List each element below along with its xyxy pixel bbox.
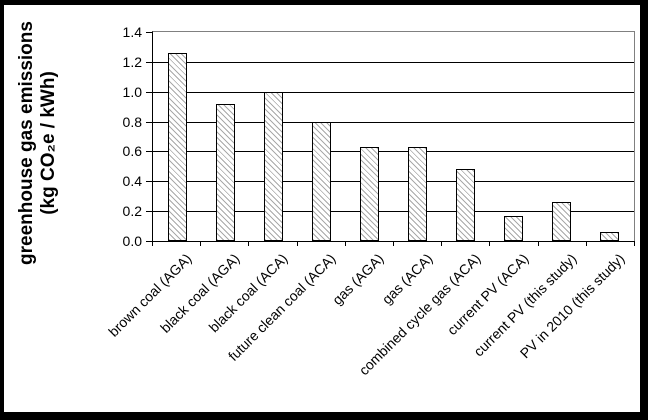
x-axis-tick-3 <box>297 241 298 246</box>
x-axis-tick-4 <box>345 241 346 246</box>
x-axis-tick-5 <box>393 241 394 246</box>
x-axis-tick-1 <box>200 241 201 246</box>
y-axis-tick-0.0 <box>146 241 152 242</box>
y-axis-tick-label-0.0: 0.0 <box>122 233 142 249</box>
x-axis-tick-9 <box>586 241 587 246</box>
bar-gas-aga <box>360 147 379 241</box>
y-axis-title: greenhouse gas emissions (kg CO₂e / kWh) <box>16 5 60 288</box>
gridline-1.0 <box>153 92 634 93</box>
x-axis-tick-0 <box>152 241 153 246</box>
y-axis-tick-label-0.4: 0.4 <box>122 173 142 189</box>
bar-current-pv-aca <box>504 216 523 241</box>
gridline-0.8 <box>153 122 634 123</box>
y-axis-tick-0.2 <box>146 211 152 212</box>
y-axis-tick-1.0 <box>146 92 152 93</box>
x-axis-tick-2 <box>248 241 249 246</box>
gridline-0.6 <box>153 151 634 152</box>
x-axis-tick-7 <box>489 241 490 246</box>
gridline-0.2 <box>153 211 634 212</box>
x-axis-tick-8 <box>538 241 539 246</box>
gridline-0.4 <box>153 181 634 182</box>
y-axis-tick-label-0.6: 0.6 <box>122 143 142 159</box>
x-axis-tick-6 <box>441 241 442 246</box>
bar-future-clean-coal-aca <box>312 122 331 241</box>
x-axis-tick-10 <box>634 241 635 246</box>
y-axis-tick-label-0.2: 0.2 <box>122 203 142 219</box>
y-axis-title-line1: greenhouse gas emissions <box>16 21 37 265</box>
chart-stage: greenhouse gas emissions (kg CO₂e / kWh)… <box>4 5 640 412</box>
gridline-1.2 <box>153 62 634 63</box>
plot-area <box>152 31 635 242</box>
bar-black-coal-aga <box>216 104 235 241</box>
y-axis-tick-label-1.4: 1.4 <box>122 24 142 40</box>
bar-gas-aca <box>408 147 427 241</box>
y-axis-tick-0.8 <box>146 122 152 123</box>
y-axis-tick-1.4 <box>146 32 152 33</box>
bar-combined-cycle-gas-aca <box>456 169 475 241</box>
y-axis-tick-label-1.0: 1.0 <box>122 84 142 100</box>
bar-current-pv-this-study <box>552 202 571 241</box>
y-axis-tick-1.2 <box>146 62 152 63</box>
y-axis-tick-0.6 <box>146 151 152 152</box>
y-axis-tick-label-0.8: 0.8 <box>122 114 142 130</box>
bar-black-coal-aca <box>264 92 283 241</box>
bar-brown-coal-aga <box>168 53 187 241</box>
y-axis-tick-label-1.2: 1.2 <box>122 54 142 70</box>
y-axis-tick-0.4 <box>146 181 152 182</box>
y-axis-title-line2: (kg CO₂e / kWh) <box>38 71 59 215</box>
bar-pv-in-2010-this-study <box>600 232 619 241</box>
